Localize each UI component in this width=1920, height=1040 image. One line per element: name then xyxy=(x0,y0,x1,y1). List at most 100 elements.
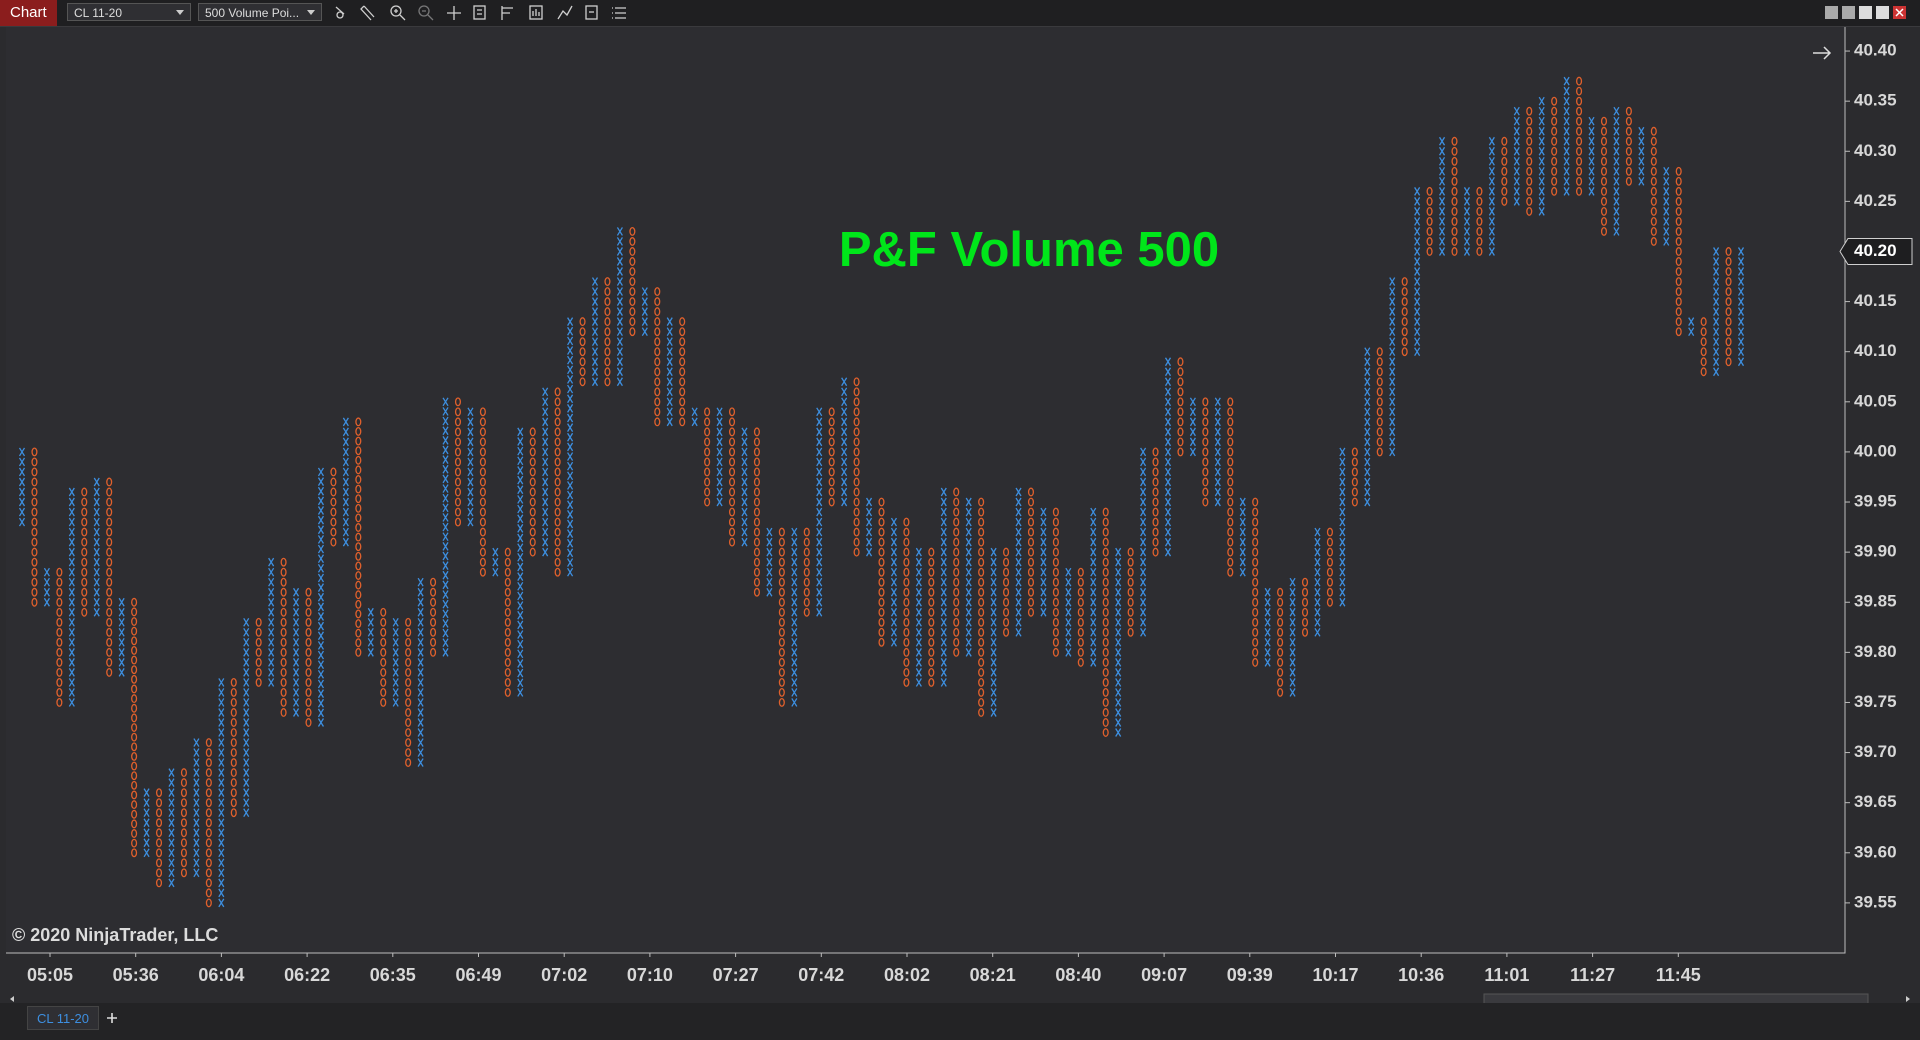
o-box xyxy=(1625,116,1632,126)
o-box xyxy=(579,377,586,387)
axis-frame xyxy=(6,27,1846,954)
x-box xyxy=(567,538,574,548)
o-box xyxy=(1003,547,1010,557)
x-box xyxy=(791,648,798,657)
o-box xyxy=(106,607,113,617)
icon[interactable] xyxy=(557,5,573,20)
o-box xyxy=(280,577,287,587)
x-box xyxy=(168,798,175,808)
x-box xyxy=(118,658,125,667)
x-box xyxy=(841,407,848,417)
o-box xyxy=(305,647,312,657)
o-box xyxy=(205,848,212,858)
y-tick-label: 40.05 xyxy=(1854,391,1897,410)
icon[interactable] xyxy=(529,5,543,20)
x-box xyxy=(940,497,947,507)
x-box xyxy=(591,287,599,296)
icon[interactable] xyxy=(390,5,406,21)
instrument-select[interactable]: CL 11-20 xyxy=(67,3,191,21)
x-box xyxy=(317,650,325,660)
x-box xyxy=(1638,176,1645,186)
o-box xyxy=(1152,447,1159,457)
x-box xyxy=(517,649,524,659)
icon[interactable] xyxy=(585,5,598,20)
x-box xyxy=(317,718,325,727)
restore-button[interactable] xyxy=(1876,6,1889,19)
x-box xyxy=(965,587,972,597)
o-box xyxy=(928,617,935,627)
x-box xyxy=(1563,166,1570,176)
x-tick-label: 11:01 xyxy=(1484,965,1529,985)
o-box xyxy=(1675,226,1682,236)
icon[interactable] xyxy=(418,5,434,21)
o-box xyxy=(1052,517,1059,527)
o-box xyxy=(853,487,860,497)
o-box xyxy=(604,337,611,347)
o-box xyxy=(1027,567,1035,577)
x-box xyxy=(1538,146,1545,156)
minimize-button[interactable] xyxy=(1859,6,1872,19)
chart-tab[interactable]: Chart xyxy=(0,0,57,26)
x-box xyxy=(616,277,623,286)
x-column xyxy=(392,617,399,707)
icon[interactable] xyxy=(501,6,513,20)
window-button[interactable] xyxy=(1825,6,1838,19)
scrollbar-thumb[interactable] xyxy=(1483,993,1869,1003)
o-box xyxy=(1401,287,1408,297)
o-box xyxy=(155,838,163,848)
window-button[interactable] xyxy=(1842,6,1855,19)
x-box xyxy=(816,477,823,487)
o-column xyxy=(430,577,437,657)
x-box xyxy=(392,698,399,707)
x-box xyxy=(1488,217,1495,226)
style-select[interactable]: 500 Volume Poi... xyxy=(198,3,322,21)
o-box xyxy=(230,758,237,768)
x-box xyxy=(317,554,325,564)
x-box xyxy=(1414,187,1421,196)
o-box xyxy=(1003,607,1010,617)
x-box xyxy=(965,567,972,577)
o-column xyxy=(180,768,187,878)
o-box xyxy=(1551,106,1558,116)
x-box xyxy=(965,507,972,517)
x-box xyxy=(567,442,574,452)
icon[interactable] xyxy=(360,5,375,21)
o-box xyxy=(1451,156,1458,166)
add-tab[interactable] xyxy=(101,1006,123,1030)
x-box xyxy=(741,537,748,547)
x-box xyxy=(965,627,972,637)
o-box xyxy=(853,457,860,467)
x-box xyxy=(1164,367,1172,377)
scroll-arrow[interactable] xyxy=(1813,46,1832,60)
x-box xyxy=(1613,126,1620,136)
x-box xyxy=(816,437,823,447)
o-box xyxy=(1451,136,1458,146)
o-box xyxy=(1351,457,1358,467)
x-column xyxy=(990,547,997,717)
icon[interactable] xyxy=(447,6,461,20)
o-box xyxy=(131,829,138,838)
o-box xyxy=(1526,126,1533,136)
o-box xyxy=(953,627,960,637)
x-box xyxy=(442,493,449,503)
x-box xyxy=(567,375,574,384)
o-box xyxy=(131,674,138,684)
o-box xyxy=(56,627,63,637)
o-box xyxy=(1301,597,1309,607)
x-box xyxy=(1164,457,1172,467)
o-box xyxy=(1376,427,1383,437)
x-box xyxy=(1364,367,1371,377)
instrument-tab[interactable]: CL 11-20 xyxy=(27,1006,99,1030)
o-box xyxy=(1301,587,1309,597)
o-box xyxy=(1202,467,1209,477)
x-box xyxy=(517,630,524,639)
x-box xyxy=(965,557,972,567)
icon[interactable] xyxy=(612,7,626,19)
o-box xyxy=(504,597,511,607)
x-box xyxy=(1713,367,1720,377)
x-box xyxy=(766,547,773,557)
icon[interactable] xyxy=(335,6,345,19)
icon[interactable] xyxy=(473,5,486,20)
x-box xyxy=(467,477,474,487)
o-box xyxy=(1102,677,1109,687)
